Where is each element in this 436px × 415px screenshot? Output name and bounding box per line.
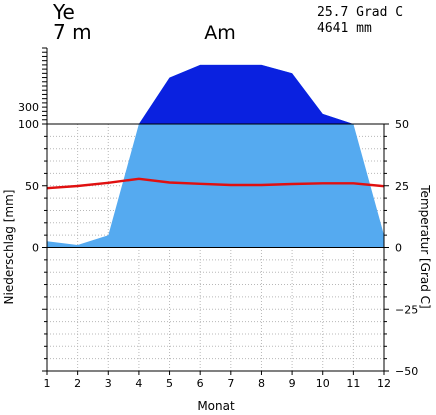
x-tick-label: 1 bbox=[44, 377, 51, 390]
y-left-compressed-tick-label: 300 bbox=[18, 101, 39, 114]
annual-precipitation: 4641 mm bbox=[317, 21, 372, 36]
x-tick-label: 11 bbox=[346, 377, 360, 390]
y-right-tick-label: 50 bbox=[395, 118, 409, 131]
x-tick-label: 7 bbox=[227, 377, 234, 390]
x-tick-label: 2 bbox=[74, 377, 81, 390]
station-name: Ye bbox=[53, 0, 75, 24]
x-tick-label: 9 bbox=[289, 377, 296, 390]
y-axis-right-title: Temperatur [Grad C] bbox=[418, 184, 432, 308]
x-tick-label: 12 bbox=[377, 377, 391, 390]
x-tick-label: 3 bbox=[105, 377, 112, 390]
y-right-tick-label: 25 bbox=[395, 180, 409, 193]
climate-class-label: Am bbox=[204, 22, 236, 44]
x-tick-label: 8 bbox=[258, 377, 265, 390]
x-axis-title: Monat bbox=[197, 399, 235, 413]
x-tick-label: 5 bbox=[166, 377, 173, 390]
y-left-tick-label: 0 bbox=[32, 242, 39, 255]
y-right-tick-label: 0 bbox=[395, 242, 402, 255]
precipitation-area-over-100 bbox=[138, 64, 354, 124]
annual-temperature: 25.7 Grad C bbox=[317, 5, 404, 20]
y-right-tick-label: −25 bbox=[395, 303, 418, 316]
y-axis-left-title: Niederschlag [mm] bbox=[2, 190, 16, 305]
x-tick-label: 10 bbox=[316, 377, 330, 390]
y-right-tick-label: −50 bbox=[395, 365, 418, 378]
x-tick-label: 4 bbox=[135, 377, 142, 390]
y-left-tick-label: 100 bbox=[18, 118, 39, 131]
x-tick-label: 6 bbox=[197, 377, 204, 390]
y-left-tick-label: 50 bbox=[25, 180, 39, 193]
temperature-line bbox=[46, 177, 385, 190]
axes bbox=[42, 47, 389, 375]
station-elevation: 7 m bbox=[53, 20, 92, 44]
